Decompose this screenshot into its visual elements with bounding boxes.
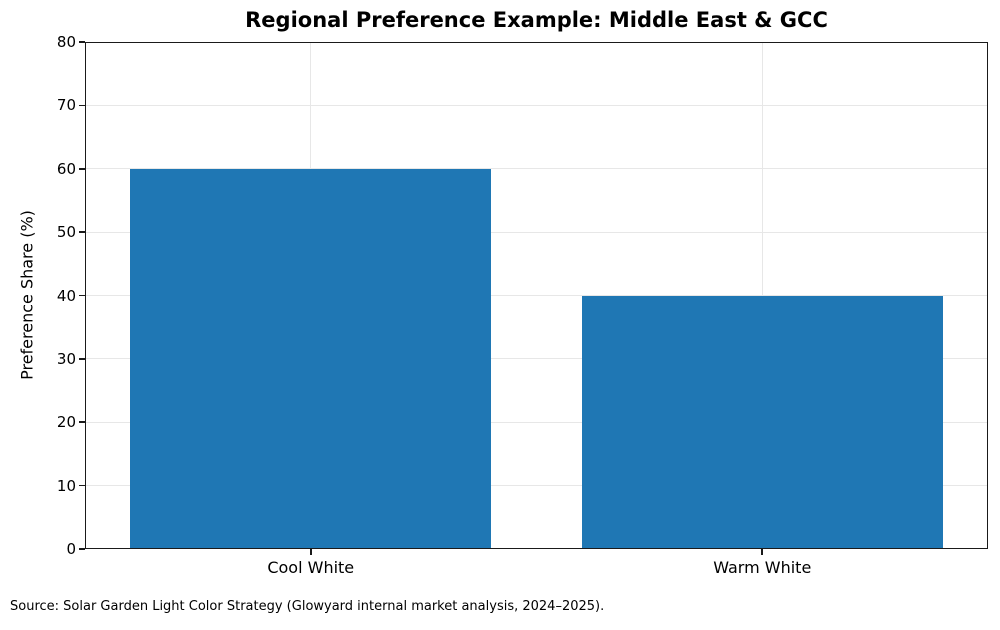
y-tick-mark <box>79 231 85 233</box>
x-tick-mark <box>761 549 764 555</box>
y-tick-mark <box>79 548 85 550</box>
x-tick-label: Warm White <box>713 558 812 577</box>
gridline-horizontal <box>85 231 988 233</box>
y-tick-label: 10 <box>56 476 76 495</box>
y-tick-mark <box>79 421 85 424</box>
y-tick-mark <box>79 167 85 170</box>
y-tick-label: 30 <box>56 349 76 368</box>
x-tick-label: Cool White <box>267 558 355 577</box>
y-tick-mark <box>79 484 85 487</box>
y-tick-mark <box>79 294 85 297</box>
gridline-horizontal <box>85 485 988 487</box>
gridline-horizontal <box>85 358 988 360</box>
y-tick-mark <box>79 104 85 107</box>
y-tick-mark <box>79 41 85 43</box>
x-tick-mark <box>309 549 312 555</box>
source-note: Source: Solar Garden Light Color Strateg… <box>10 599 605 614</box>
gridline-horizontal <box>85 421 988 423</box>
y-tick-label: 20 <box>56 413 76 432</box>
plot-area <box>85 42 988 549</box>
gridline-horizontal <box>85 295 988 296</box>
bar-cool-white <box>130 168 492 549</box>
gridline-horizontal <box>85 168 988 170</box>
y-tick-label: 0 <box>66 540 76 558</box>
y-tick-label: 50 <box>56 223 76 242</box>
y-tick-label: 70 <box>56 96 76 115</box>
y-tick-label: 60 <box>56 159 76 178</box>
chart-title: Regional Preference Example: Middle East… <box>245 8 828 32</box>
y-tick-mark <box>79 358 85 360</box>
bar-warm-white <box>581 295 943 549</box>
y-tick-label: 80 <box>56 33 76 51</box>
y-tick-label: 40 <box>56 286 76 305</box>
gridline-horizontal <box>85 104 988 106</box>
